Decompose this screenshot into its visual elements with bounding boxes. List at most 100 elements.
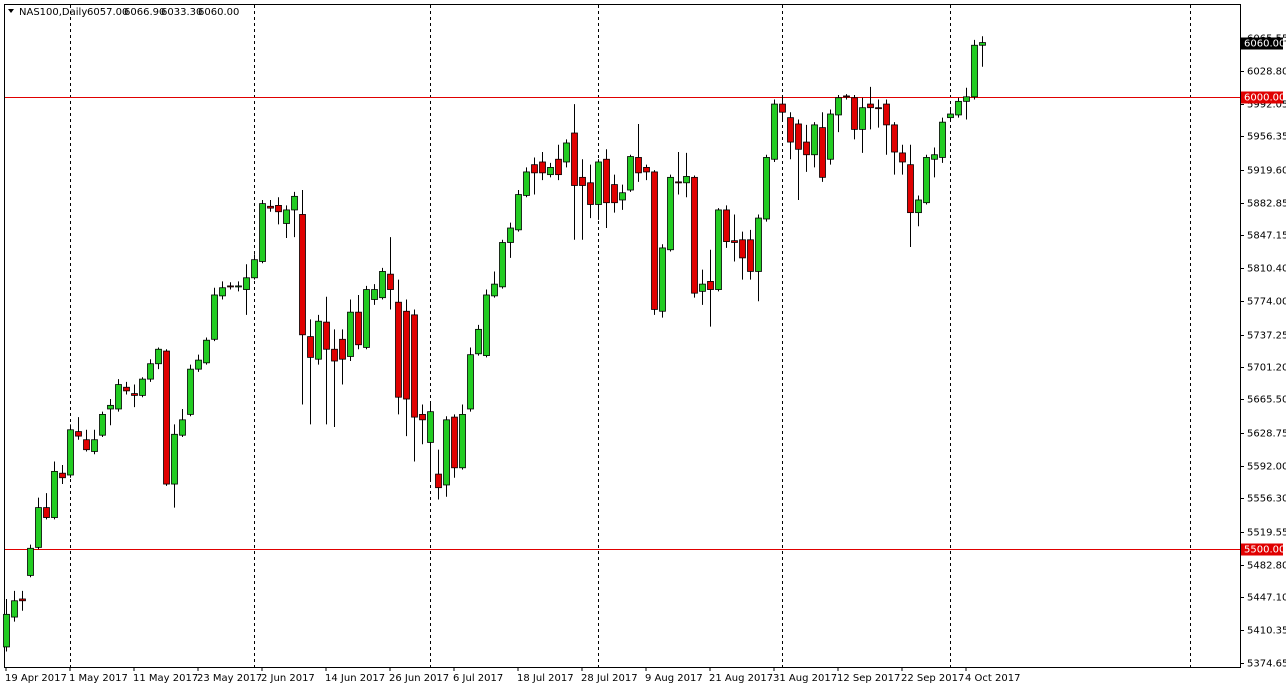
candle-body xyxy=(851,97,858,130)
chart-title: NAS100,Daily xyxy=(19,7,87,18)
candle-body xyxy=(723,209,730,242)
x-tick-label: 19 Apr 2017 xyxy=(5,673,67,684)
candle-body xyxy=(899,152,906,163)
candle-body xyxy=(347,311,354,357)
candle-body xyxy=(683,176,690,184)
candle-body xyxy=(291,195,298,211)
x-tick-label: 21 Aug 2017 xyxy=(709,673,773,684)
candle-body xyxy=(27,547,34,576)
y-tick-label: 5665.50 xyxy=(1247,395,1286,406)
header-high: 6066.90 xyxy=(124,7,165,18)
candle-body xyxy=(371,289,378,300)
candle-body xyxy=(579,176,586,186)
candle-body xyxy=(627,156,634,191)
candle-body xyxy=(875,107,882,110)
candle-body xyxy=(771,103,778,160)
candle-body xyxy=(155,348,162,365)
candle-body xyxy=(211,294,218,340)
candle-body xyxy=(739,239,746,259)
y-tick-label: 5956.35 xyxy=(1247,132,1286,143)
candle-body xyxy=(835,97,842,116)
candle-body xyxy=(411,314,418,418)
x-tick-label: 14 Jun 2017 xyxy=(325,673,385,684)
candle-body xyxy=(187,368,194,415)
candle-body xyxy=(667,176,674,251)
candle-body xyxy=(827,113,834,160)
candle-body xyxy=(403,310,410,400)
candle-body xyxy=(979,42,986,46)
x-tick-label: 22 Sep 2017 xyxy=(901,673,964,684)
y-tick-label: 5737.25 xyxy=(1247,331,1286,342)
candle-body xyxy=(491,283,498,297)
candle-body xyxy=(531,164,538,174)
candle-body xyxy=(259,203,266,262)
candle-body xyxy=(507,227,514,243)
x-tick-label: 12 Sep 2017 xyxy=(837,673,900,684)
y-tick-label: 5774.00 xyxy=(1247,297,1286,308)
candle-body xyxy=(755,217,762,272)
candle-body xyxy=(939,121,946,158)
y-tick-label: 5882.85 xyxy=(1247,199,1286,210)
candle-body xyxy=(499,242,506,288)
candle-body xyxy=(811,124,818,156)
candle-body xyxy=(803,141,810,156)
candle-body xyxy=(971,44,978,98)
candle-body xyxy=(635,157,642,174)
candle-body xyxy=(883,103,890,126)
candle-body xyxy=(699,283,706,292)
candle-body xyxy=(235,285,242,288)
candle-body xyxy=(115,384,122,410)
candle-body xyxy=(227,285,234,288)
header-close: 6060.00 xyxy=(198,7,239,18)
candle-body xyxy=(395,301,402,398)
header-low: 6033.30 xyxy=(161,7,202,18)
candle-body xyxy=(643,167,650,173)
candle-body xyxy=(603,158,610,204)
candle-body xyxy=(955,100,962,116)
candle-body xyxy=(147,363,154,380)
candle-body xyxy=(19,598,26,602)
candle-body xyxy=(51,470,58,518)
candle-body xyxy=(515,194,522,231)
candle-body xyxy=(307,336,314,358)
candle-body xyxy=(35,507,42,548)
y-tick-label: 5482.80 xyxy=(1247,561,1286,572)
candle-body xyxy=(595,161,602,205)
x-tick-label: 4 Oct 2017 xyxy=(965,673,1020,684)
x-tick-label: 1 May 2017 xyxy=(69,673,128,684)
y-tick-label: 5810.40 xyxy=(1247,264,1286,275)
candle-body xyxy=(691,176,698,294)
y-tick-label: 5374.65 xyxy=(1247,659,1286,670)
candle-body xyxy=(163,350,170,485)
candle-body xyxy=(427,411,434,443)
candle-body xyxy=(91,439,98,452)
candle-body xyxy=(315,320,322,360)
x-tick-label: 9 Aug 2017 xyxy=(645,673,703,684)
candle-body xyxy=(267,205,274,209)
candle-body xyxy=(107,404,114,410)
candle-body xyxy=(59,472,66,479)
x-tick-label: 26 Jun 2017 xyxy=(389,673,449,684)
candle-body xyxy=(747,239,754,272)
candle-body xyxy=(859,107,866,130)
candle-body xyxy=(3,613,10,648)
candle-body xyxy=(611,184,618,204)
x-tick-label: 18 Jul 2017 xyxy=(517,673,574,684)
candle-body xyxy=(443,419,450,486)
candle-body xyxy=(891,124,898,153)
candle-body xyxy=(523,171,530,196)
candle-body xyxy=(819,127,826,178)
candle-body xyxy=(11,600,18,618)
candle-body xyxy=(467,354,474,410)
candle-body xyxy=(563,142,570,163)
candle-body xyxy=(475,328,482,355)
hline-label-box xyxy=(1241,91,1283,104)
candle-body xyxy=(83,439,90,451)
candle-body xyxy=(963,96,970,102)
candle-body xyxy=(203,339,210,364)
candle-body xyxy=(795,123,802,150)
candle-body xyxy=(459,413,466,469)
candle-body xyxy=(587,182,594,205)
candle-body xyxy=(195,359,202,370)
candle-body xyxy=(483,294,490,356)
